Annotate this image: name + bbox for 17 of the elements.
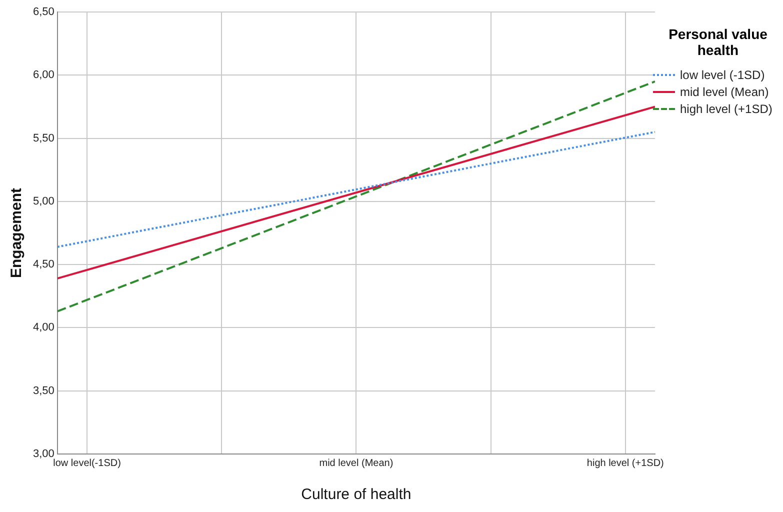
x-tick-label: mid level (Mean) — [319, 458, 394, 469]
legend-label: low level (-1SD) — [680, 68, 765, 82]
y-tick-label: 6,50 — [32, 6, 54, 18]
y-tick-label: 6,00 — [32, 69, 54, 82]
legend-label: high level (+1SD) — [680, 102, 772, 116]
x-tick-label: high level (+1SD) — [586, 458, 664, 469]
y-axis-title: Engagement — [8, 188, 26, 278]
y-tick-label: 4,00 — [32, 322, 54, 334]
y-tick-label: 5,50 — [32, 132, 54, 144]
y-tick-label: 3,50 — [32, 384, 54, 397]
y-tick-label: 3,00 — [32, 448, 54, 460]
legend-title: Personal value health — [668, 26, 768, 58]
y-tick-label: 5,00 — [32, 195, 54, 208]
y-tick-label: 4,50 — [32, 258, 54, 271]
legend-label: mid level (Mean) — [680, 84, 769, 98]
x-tick-label: low level(-1SD) — [53, 458, 121, 469]
x-axis-title: Culture of health — [301, 486, 412, 504]
